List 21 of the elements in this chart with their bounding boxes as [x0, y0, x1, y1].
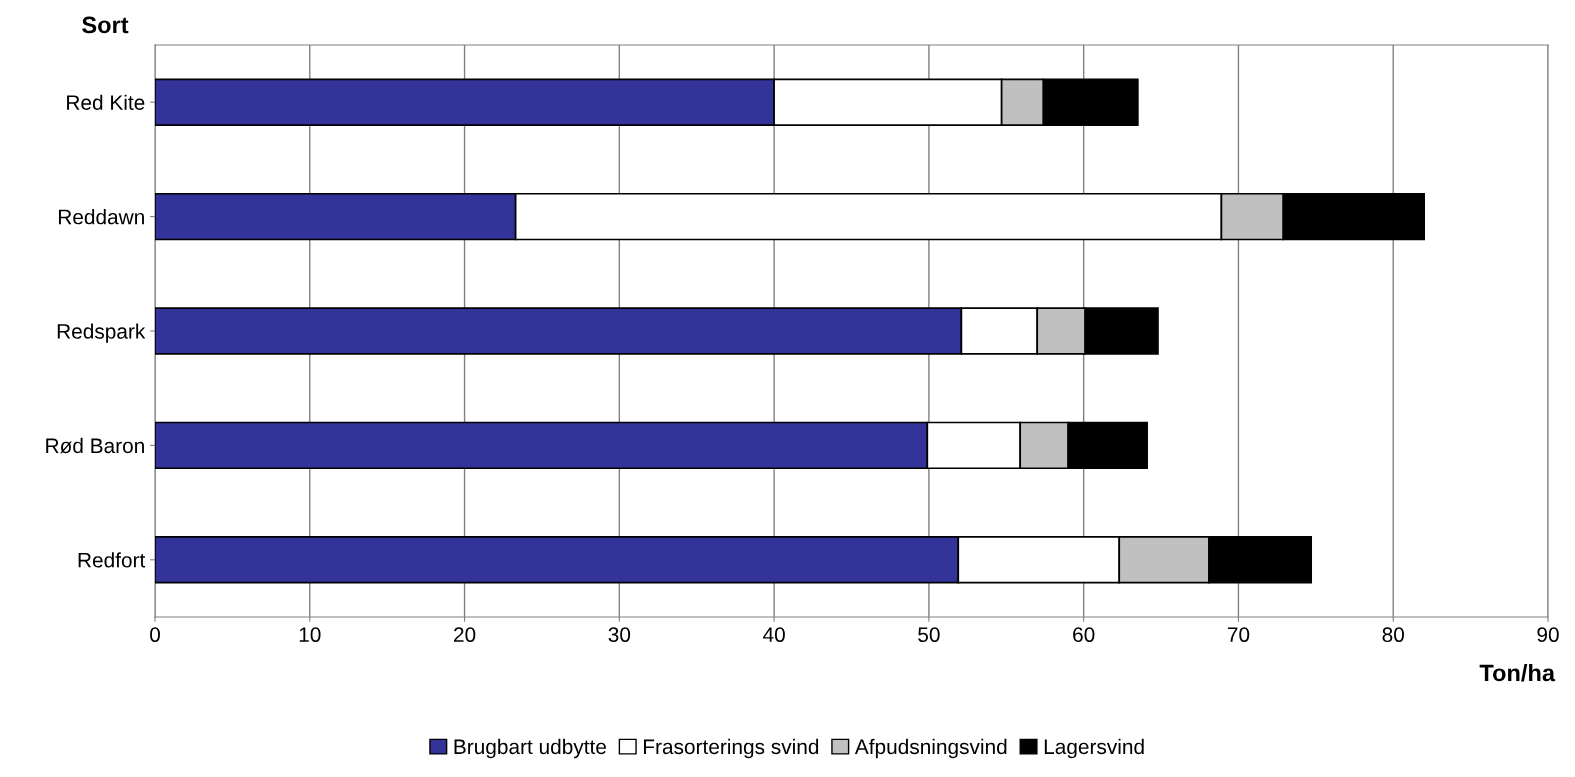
x-tick-label: 30 [608, 627, 631, 643]
legend-label: Afpudsningsvind [854, 738, 1007, 759]
x-tick-label: 80 [1382, 627, 1404, 643]
y-axis-title: Sort [82, 16, 129, 34]
y-tick-label: Redfort [78, 552, 146, 568]
x-tick-label: 20 [454, 627, 476, 643]
y-tick-label: Rød Baron [46, 437, 144, 454]
y-tick-label: Reddawn [58, 209, 144, 225]
legend-label: Lagersvind [1044, 738, 1144, 759]
x-tick-label: 0 [150, 627, 160, 643]
legend-label: Brugbart udbytte [454, 738, 606, 759]
x-tick-label: 90 [1537, 627, 1559, 643]
y-tick-label: Redspark [57, 323, 146, 343]
x-tick-label: 40 [763, 627, 785, 643]
y-tick-label: Red Kite [67, 94, 145, 110]
x-axis-title: Ton/ha [1479, 663, 1556, 682]
x-tick-label: 70 [1227, 627, 1250, 643]
legend-label: Frasorterings svind [644, 738, 819, 759]
x-tick-label: 60 [1073, 627, 1095, 643]
x-tick-label: 50 [918, 627, 940, 643]
x-tick-label: 10 [299, 627, 321, 643]
